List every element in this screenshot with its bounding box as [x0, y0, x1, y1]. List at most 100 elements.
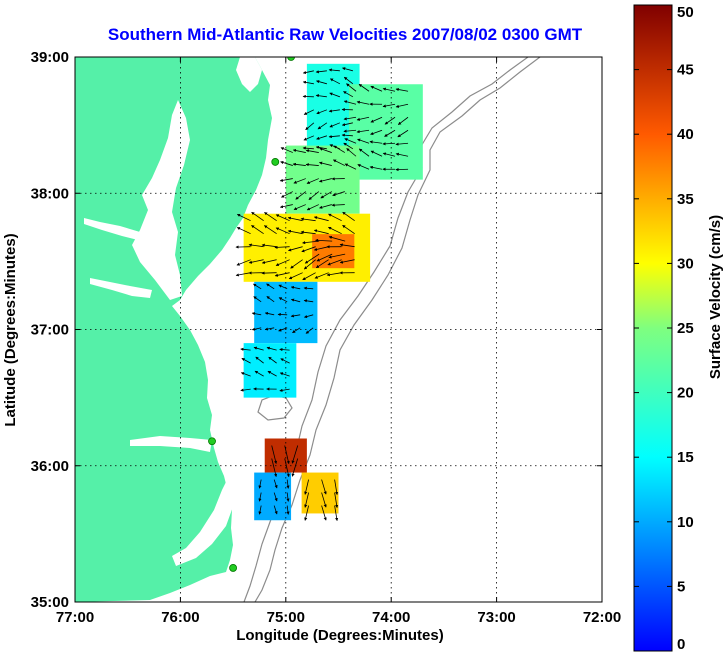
current-vector [382, 103, 396, 108]
current-vector [292, 148, 306, 153]
current-vector [342, 224, 355, 235]
current-vector [291, 458, 299, 477]
james-river [90, 278, 152, 298]
current-vector [346, 148, 357, 157]
station-markers [208, 57, 295, 572]
current-vector [275, 214, 290, 222]
current-vector [327, 259, 342, 266]
current-vector [264, 327, 275, 331]
velocity-patch-outer-banks-north [243, 343, 297, 398]
current-vector [314, 238, 333, 242]
current-vector [327, 226, 342, 235]
current-vector [303, 314, 314, 319]
current-vector [370, 129, 383, 135]
current-vector [370, 85, 383, 92]
current-vector [319, 147, 332, 153]
current-vector [290, 314, 301, 318]
current-vector [271, 445, 278, 465]
current-vector [305, 122, 315, 131]
current-vector [240, 388, 251, 392]
current-vector [344, 163, 357, 170]
current-vector [329, 92, 341, 98]
current-vector [278, 297, 288, 303]
current-vector [382, 87, 396, 92]
colorbar-tick-label: 50 [677, 4, 694, 21]
current-vector [287, 216, 303, 222]
current-vector [395, 103, 409, 108]
velocity-patch-maryland-shelf [285, 145, 360, 214]
current-vector [382, 142, 396, 146]
chart-title: Southern Mid-Atlantic Raw Velocities 200… [108, 25, 583, 44]
current-vector [303, 109, 315, 115]
current-vector [251, 327, 262, 331]
current-vector [252, 283, 262, 290]
current-vector [358, 148, 370, 157]
current-vector [302, 80, 314, 85]
current-vector [315, 80, 327, 85]
current-vector [370, 116, 383, 123]
current-vector [332, 159, 345, 166]
current-vector [288, 272, 303, 280]
current-vector [286, 492, 290, 502]
current-vector [313, 216, 329, 222]
current-vector [258, 505, 262, 515]
current-vector [334, 479, 339, 496]
current-vector [303, 259, 316, 270]
current-vector [261, 259, 277, 264]
velocity-patch-delaware-east [349, 84, 423, 180]
current-vector [274, 245, 290, 249]
current-vector [258, 479, 262, 489]
current-vector [264, 212, 277, 222]
current-vector [258, 492, 262, 502]
current-vector [395, 142, 409, 146]
current-vector [356, 129, 370, 134]
current-vector [236, 227, 251, 235]
current-vector [304, 253, 320, 264]
current-vector [287, 246, 303, 252]
current-vector [280, 191, 293, 198]
x-tick-label: 73:00 [477, 609, 515, 626]
current-vector [236, 259, 251, 266]
current-vector [343, 129, 357, 133]
x-tick-label: 72:00 [583, 609, 621, 626]
current-vector [284, 445, 290, 465]
current-vector [339, 259, 355, 264]
radar-station-3 [208, 437, 216, 446]
y-axis-label: Latitude (Degrees:Minutes) [2, 233, 19, 426]
colorbar-tick-label: 25 [677, 320, 694, 337]
radar-station-4 [229, 564, 238, 572]
current-vector [343, 76, 354, 85]
current-vector [292, 162, 306, 166]
y-axis: 35:00 36:00 37:00 38:00 39:00 [31, 49, 602, 611]
current-vector [240, 347, 251, 351]
current-vector [300, 230, 316, 235]
x-tick-label: 76:00 [161, 609, 199, 626]
current-vector [308, 191, 320, 200]
current-vector [358, 83, 370, 92]
current-vector [369, 165, 383, 170]
isobath-outer [254, 57, 541, 602]
colorbar [633, 4, 673, 652]
current-vector [303, 299, 314, 303]
current-vector [346, 83, 357, 92]
y-tick-label: 38:00 [31, 185, 69, 202]
current-vector [303, 286, 314, 290]
albemarle-sound [130, 436, 212, 452]
current-vector [342, 211, 355, 222]
current-vector [251, 211, 264, 222]
current-vector [318, 178, 332, 183]
current-vector [251, 225, 264, 235]
current-vector [255, 356, 264, 364]
current-vector [370, 150, 383, 157]
colorbar-ticks: 0 5 10 15 20 25 30 35 40 45 50 [634, 4, 694, 653]
current-vector [369, 140, 383, 144]
current-vector [341, 67, 353, 72]
y-tick-label: 36:00 [31, 458, 69, 475]
current-vector [316, 253, 333, 262]
current-vector [304, 492, 309, 508]
current-vector [273, 479, 278, 489]
current-vector [306, 178, 319, 184]
current-vector [300, 217, 316, 222]
current-vector [328, 109, 340, 113]
